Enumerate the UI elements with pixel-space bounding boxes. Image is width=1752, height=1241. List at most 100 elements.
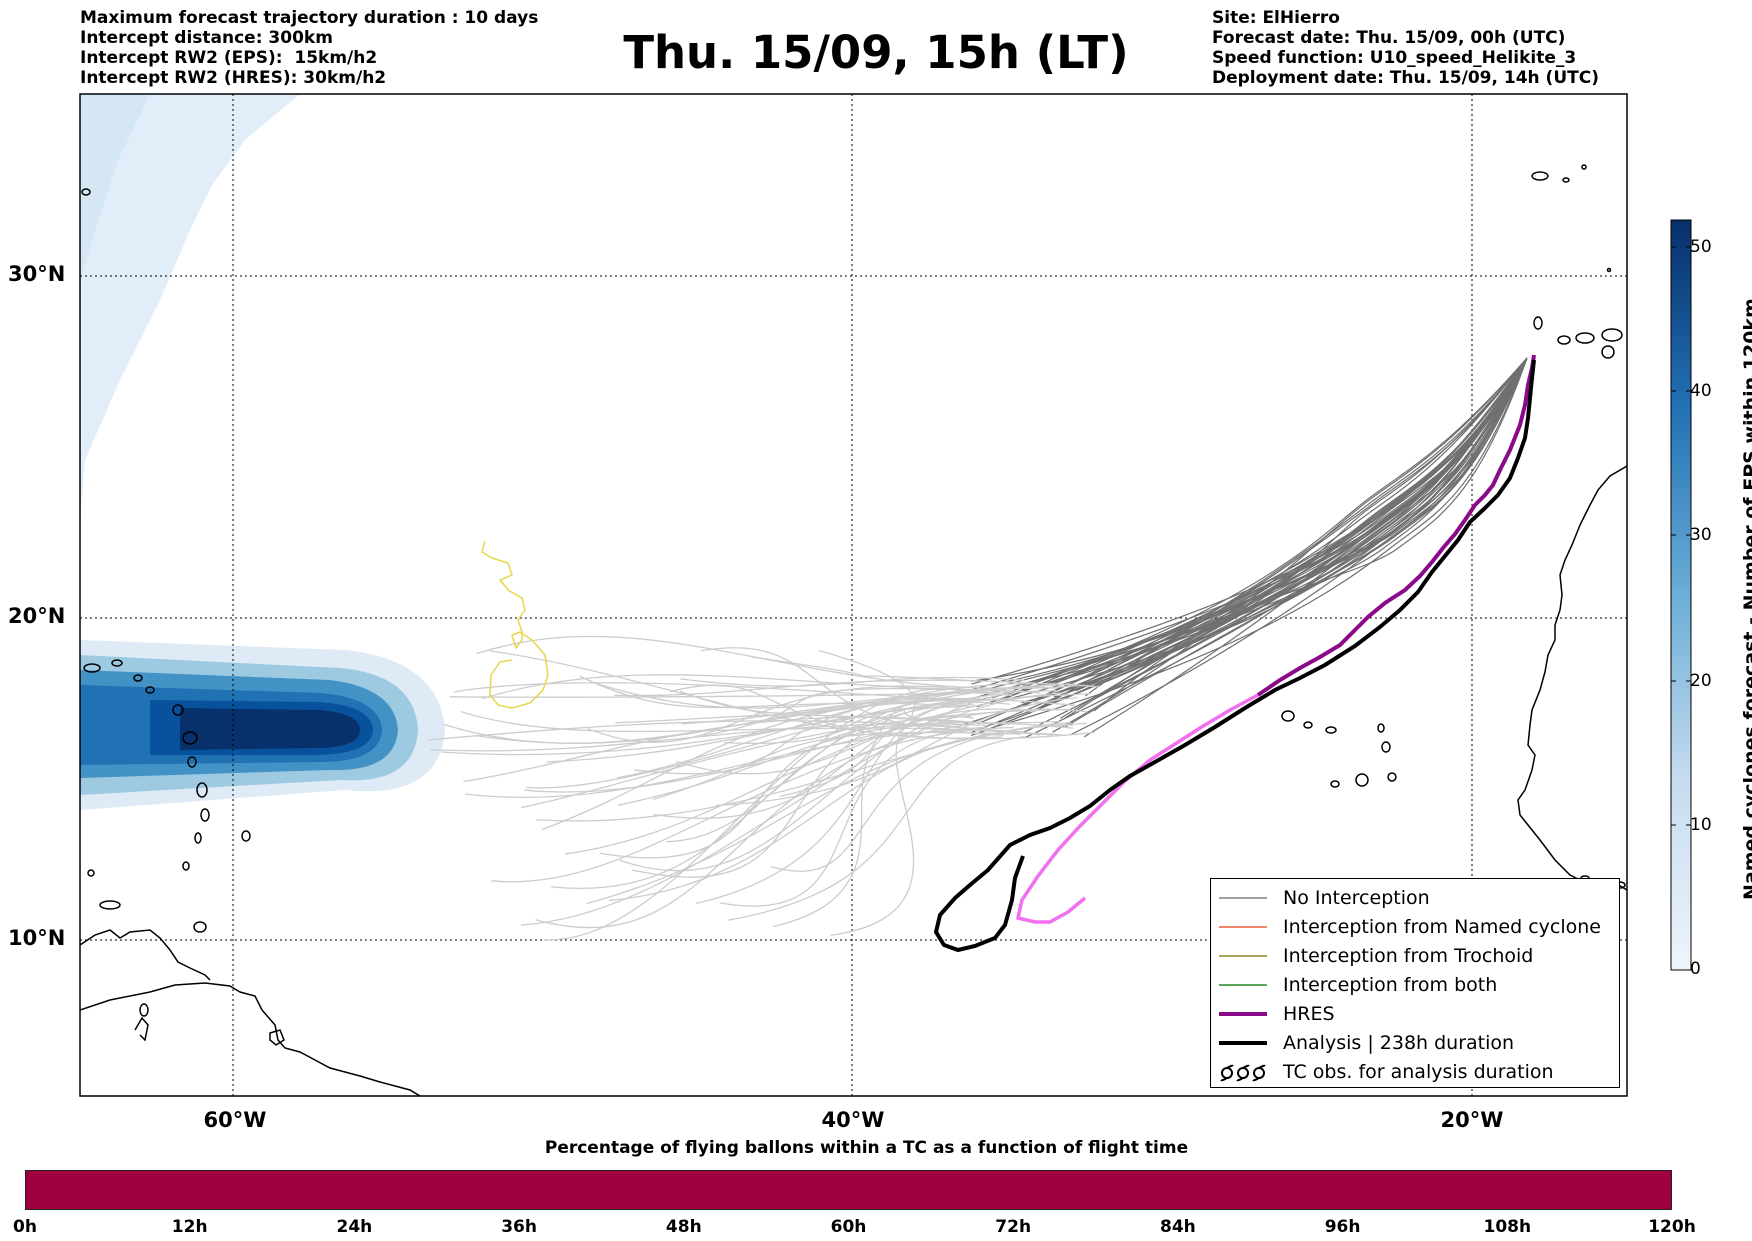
eps-trajectory xyxy=(681,697,1076,725)
time-bar-tick-label: 0h xyxy=(13,1217,37,1237)
hres-track xyxy=(1256,354,1536,697)
eps-trajectory xyxy=(541,698,974,831)
no-interception-trajectory xyxy=(997,357,1528,727)
eps-trajectories xyxy=(428,357,1528,941)
eps-trajectory xyxy=(700,647,979,730)
eps-trajectory xyxy=(564,691,1067,855)
no-interception-trajectory xyxy=(971,357,1528,691)
time-bar-tick-label: 24h xyxy=(336,1217,373,1237)
time-bar-tick-label: 72h xyxy=(995,1217,1032,1237)
colorbar-tick-30: 30 xyxy=(1690,525,1712,545)
no-interception-trajectory xyxy=(960,357,1528,726)
eps-trajectory xyxy=(430,723,986,752)
no-interception-trajectory xyxy=(1085,357,1528,697)
time-bar-tick-label: 120h xyxy=(1648,1217,1696,1237)
legend: No Interception Interception from Named … xyxy=(1210,878,1620,1088)
legend-item-analysis: Analysis | 238h duration xyxy=(1219,1030,1514,1056)
no-interception-trajectory xyxy=(1036,357,1528,701)
eps-trajectory xyxy=(475,635,1078,690)
eps-trajectory xyxy=(520,694,1048,926)
no-interception-trajectory xyxy=(1085,357,1528,687)
eps-trajectory xyxy=(551,704,975,889)
meta-speed-function: Speed function: U10_speed_Helikite_3 xyxy=(1212,48,1577,68)
south-america-coast xyxy=(80,982,421,1096)
eps-trajectory xyxy=(728,735,1026,921)
eps-trajectory xyxy=(524,708,1088,793)
legend-label: Interception from Trochoid xyxy=(1283,945,1534,967)
meta-duration: Maximum forecast trajectory duration : 1… xyxy=(80,8,539,28)
eps-trajectory xyxy=(586,722,1087,905)
eps-trajectory xyxy=(616,682,1099,779)
legend-line-icon xyxy=(1219,926,1267,928)
colorbar-ticks xyxy=(1671,246,1691,826)
eps-trajectory xyxy=(770,724,1074,872)
meta-rw2-eps: Intercept RW2 (EPS): 15km/h2 xyxy=(80,48,378,68)
lon-label-20w: 20°W xyxy=(1440,1108,1504,1132)
no-interception-trajectory xyxy=(1021,357,1528,686)
no-interception-trajectory xyxy=(960,357,1528,703)
legend-item-no-interception: No Interception xyxy=(1219,885,1430,911)
map-area xyxy=(80,94,1627,1096)
eps-trajectory xyxy=(818,649,1004,737)
legend-label: Interception from Named cyclone xyxy=(1283,916,1601,938)
cyclone-density-caribbean xyxy=(80,640,445,810)
no-interception-trajectory xyxy=(989,357,1528,705)
colorbar xyxy=(1670,219,1692,971)
no-interception-trajectory xyxy=(1052,357,1528,733)
meta-deployment-date: Deployment date: Thu. 15/09, 14h (UTC) xyxy=(1212,68,1599,88)
legend-item-tc-obs: TC obs. for analysis duration xyxy=(1219,1059,1554,1085)
no-interception-trajectory xyxy=(971,357,1528,685)
eps-trajectory xyxy=(520,708,1068,809)
legend-line-icon xyxy=(1219,955,1267,957)
tc-symbol-icon xyxy=(1220,1064,1266,1082)
legend-label: Interception from both xyxy=(1283,974,1498,996)
time-bar xyxy=(25,1170,1672,1210)
hispaniola-south-coast xyxy=(80,929,211,981)
time-bar-tick-label: 36h xyxy=(501,1217,537,1237)
time-bar-title: Percentage of flying ballons within a TC… xyxy=(544,1138,1189,1158)
eps-trajectory xyxy=(478,688,1001,745)
colorbar-tick-40: 40 xyxy=(1690,381,1712,401)
cyclone-density-north xyxy=(80,94,300,520)
legend-item-named-cyclone: Interception from Named cyclone xyxy=(1219,914,1601,940)
trinidad-island xyxy=(269,1029,285,1046)
no-interception-trajectory xyxy=(998,357,1528,702)
meta-forecast-date: Forecast date: Thu. 15/09, 00h (UTC) xyxy=(1212,28,1566,48)
cyclone-density-north-inner xyxy=(80,94,150,280)
eps-trajectory xyxy=(680,676,1025,687)
map-frame xyxy=(79,93,1628,1097)
eps-trajectory xyxy=(441,693,995,756)
meta-right: Site: ElHierro Forecast date: Thu. 15/09… xyxy=(1212,8,1599,88)
lat-label-30n: 30°N xyxy=(8,262,66,286)
analysis-track xyxy=(933,359,1536,953)
meta-intercept-distance: Intercept distance: 300km xyxy=(80,28,333,48)
eps-trajectory xyxy=(535,723,974,929)
no-interception-trajectory xyxy=(967,357,1528,703)
africa-coast xyxy=(1517,465,1627,891)
legend-label: Analysis | 238h duration xyxy=(1283,1032,1515,1054)
no-interception-trajectory xyxy=(1028,357,1528,684)
colorbar-tick-0: 0 xyxy=(1690,959,1701,979)
no-interception-trajectory xyxy=(1054,357,1528,691)
no-interception-trajectory xyxy=(1022,357,1528,707)
no-interception-trajectory xyxy=(1047,357,1528,686)
time-bar-tick-label: 84h xyxy=(1160,1217,1196,1237)
lon-label-40w: 40°W xyxy=(821,1108,885,1132)
legend-line-icon xyxy=(1219,1041,1267,1045)
no-interception-trajectory xyxy=(1053,357,1528,698)
no-interception-trajectory xyxy=(971,357,1528,682)
eps-trajectory xyxy=(752,656,978,682)
no-interception-trajectory xyxy=(976,357,1528,708)
colorbar-tick-50: 50 xyxy=(1690,237,1712,257)
eps-trajectory xyxy=(464,729,1025,798)
lake-maracaibo-coast xyxy=(134,1016,149,1042)
eps-trajectory xyxy=(490,650,1095,740)
yellow-cyclone-track xyxy=(481,540,549,709)
meta-left: Maximum forecast trajectory duration : 1… xyxy=(80,8,538,88)
legend-item-trochoid: Interception from Trochoid xyxy=(1219,943,1533,969)
no-interception-trajectory xyxy=(971,357,1528,694)
eps-trajectory xyxy=(719,726,988,907)
no-interception-trajectory xyxy=(1051,357,1528,686)
no-interception-trajectory xyxy=(1006,357,1528,683)
colorbar-tick-10: 10 xyxy=(1690,815,1712,835)
